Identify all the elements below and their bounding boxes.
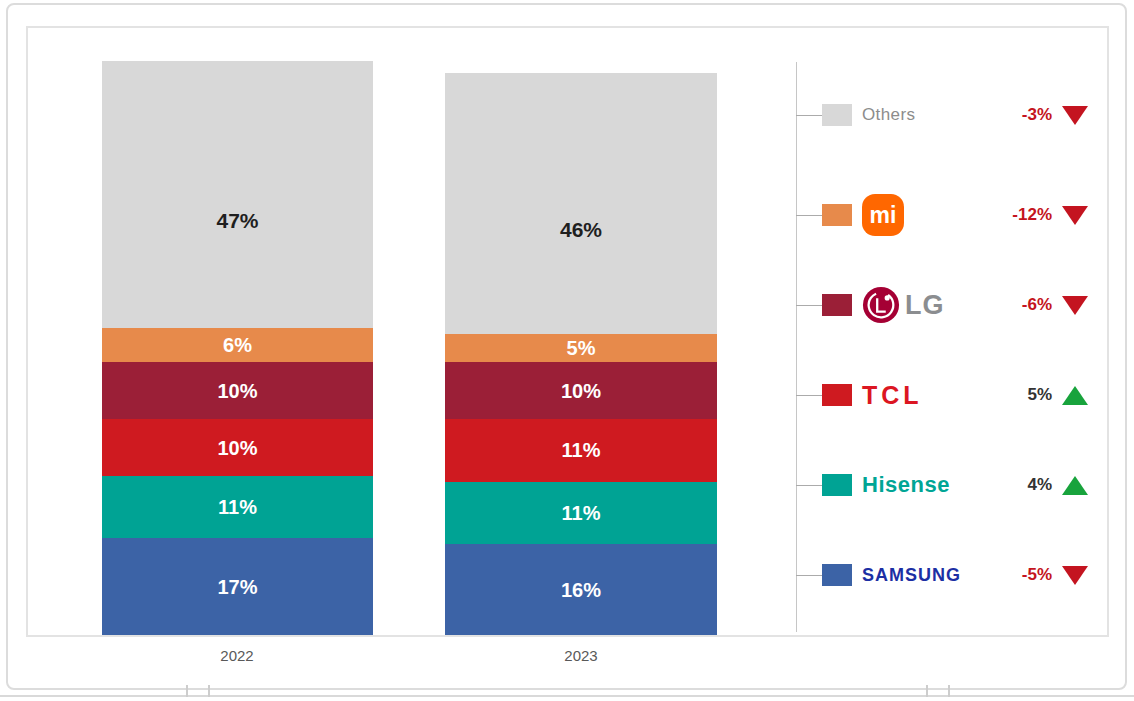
- bar-segment-value: 10%: [561, 381, 601, 401]
- legend-item-mi: mi -12%: [796, 192, 1088, 238]
- legend-swatch-mi: [822, 204, 852, 226]
- brand-label-tcl: TCL: [862, 381, 988, 410]
- x-axis-label-2023: 2023: [521, 647, 641, 664]
- brand-label-lg: LG: [862, 286, 988, 324]
- legend-axis-line: [796, 62, 797, 632]
- samsung-wordmark: SAMSUNG: [862, 565, 961, 586]
- bar-segment-2022-lg: 10%: [102, 362, 373, 419]
- bar-segment-2022-others: 47%: [102, 61, 373, 328]
- brand-label-hisense: Hisense: [862, 472, 988, 498]
- stacked-bar-2023: 46% 5% 10% 11% 11% 16%: [445, 73, 717, 635]
- legend-swatch-hisense: [822, 474, 852, 496]
- brand-label-mi: mi: [862, 194, 988, 236]
- bar-segment-value: 5%: [567, 338, 596, 358]
- bar-segment-2022-samsung: 17%: [102, 538, 373, 635]
- yoy-change-others: -3%: [988, 105, 1052, 125]
- legend-connector-line: [796, 215, 822, 216]
- bar-segment-2023-others: 46%: [445, 73, 717, 334]
- tcl-wordmark: TCL: [862, 381, 923, 410]
- legend-item-lg: LG -6%: [796, 282, 1088, 328]
- others-label: Others: [862, 105, 915, 125]
- yoy-change-mi: -12%: [988, 205, 1052, 225]
- bar-segment-value: 16%: [561, 580, 601, 600]
- bar-segment-value: 11%: [562, 503, 601, 523]
- legend-item-others: Others -3%: [796, 92, 1088, 138]
- bar-segment-2023-samsung: 16%: [445, 544, 717, 635]
- legend-connector-line: [796, 485, 822, 486]
- bar-segment-2022-tcl: 10%: [102, 419, 373, 476]
- triangle-up-icon: [1062, 386, 1088, 405]
- chart-canvas: 47% 6% 10% 10% 11% 17% 46% 5% 10% 11% 11% 16% Othe…: [0, 0, 1134, 701]
- xiaomi-mi-logo-icon: mi: [862, 194, 904, 236]
- legend-connector-line: [796, 395, 822, 396]
- bar-segment-value: 11%: [218, 497, 257, 517]
- x-axis-label-2022: 2022: [177, 647, 297, 664]
- yoy-change-tcl: 5%: [988, 385, 1052, 405]
- legend-swatch-others: [822, 104, 852, 126]
- cropped-corner-tick: [948, 685, 950, 697]
- bar-segment-2022-mi: 6%: [102, 328, 373, 362]
- legend-item-tcl: TCL 5%: [796, 372, 1088, 418]
- yoy-change-hisense: 4%: [988, 475, 1052, 495]
- cropped-corner-tick: [186, 685, 188, 697]
- legend-item-samsung: SAMSUNG -5%: [796, 552, 1088, 598]
- bar-segment-2022-hisense: 11%: [102, 476, 373, 538]
- brand-label-others: Others: [862, 105, 988, 125]
- bar-segment-2023-hisense: 11%: [445, 482, 717, 544]
- bar-segment-value: 6%: [223, 335, 252, 355]
- hisense-wordmark: Hisense: [862, 472, 950, 498]
- cropped-corner-tick: [926, 685, 928, 697]
- lg-wordmark: LG: [905, 290, 945, 321]
- legend-swatch-samsung: [822, 564, 852, 586]
- legend-swatch-lg: [822, 294, 852, 316]
- cropped-element-top-edge: [0, 695, 1134, 697]
- yoy-change-samsung: -5%: [988, 565, 1052, 585]
- lg-logo-icon: [862, 286, 900, 324]
- triangle-up-icon: [1062, 476, 1088, 495]
- yoy-change-lg: -6%: [988, 295, 1052, 315]
- stacked-bar-2022: 47% 6% 10% 10% 11% 17%: [102, 61, 373, 635]
- legend-swatch-tcl: [822, 384, 852, 406]
- bar-segment-value: 11%: [562, 440, 601, 460]
- legend-item-hisense: Hisense 4%: [796, 462, 1088, 508]
- brand-label-samsung: SAMSUNG: [862, 565, 988, 586]
- bar-segment-value: 47%: [216, 210, 258, 231]
- bar-segment-value: 46%: [560, 219, 602, 240]
- triangle-down-icon: [1062, 206, 1088, 225]
- triangle-down-icon: [1062, 106, 1088, 125]
- legend-connector-line: [796, 115, 822, 116]
- legend-connector-line: [796, 305, 822, 306]
- triangle-down-icon: [1062, 566, 1088, 585]
- bar-segment-2023-tcl: 11%: [445, 419, 717, 481]
- legend-connector-line: [796, 575, 822, 576]
- bar-segment-value: 17%: [217, 577, 257, 597]
- bar-segment-2023-mi: 5%: [445, 334, 717, 362]
- bar-segment-2023-lg: 10%: [445, 362, 717, 419]
- bar-segment-value: 10%: [217, 381, 257, 401]
- bar-segment-value: 10%: [217, 438, 257, 458]
- cropped-corner-tick: [208, 685, 210, 697]
- triangle-down-icon: [1062, 296, 1088, 315]
- plot-area: 47% 6% 10% 10% 11% 17% 46% 5% 10% 11% 11% 16% Othe…: [26, 26, 1109, 637]
